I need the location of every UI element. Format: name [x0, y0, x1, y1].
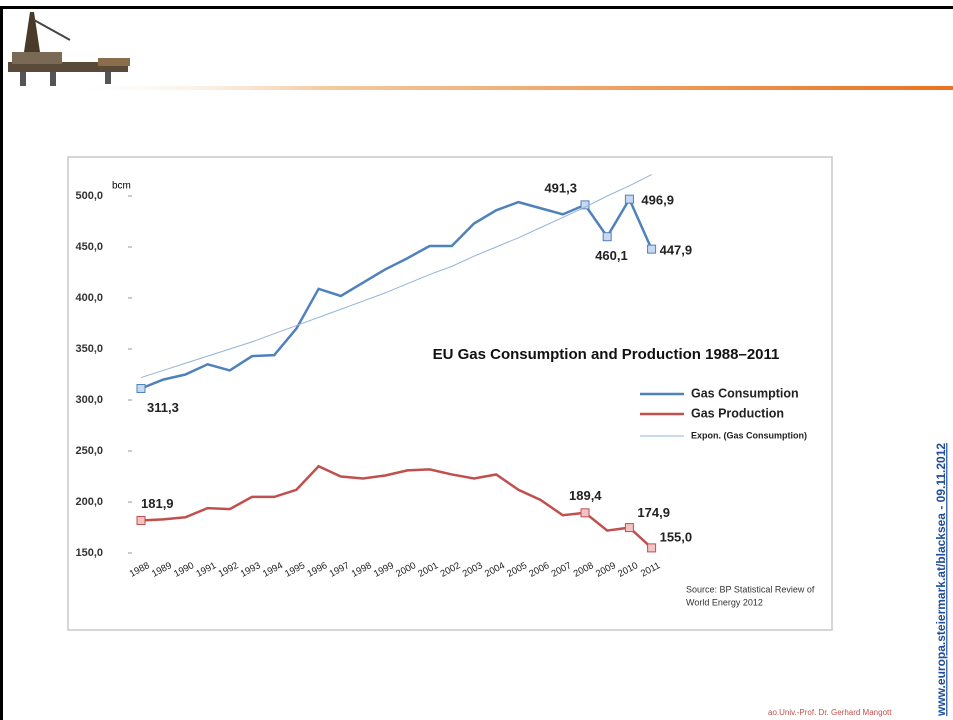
value-label: 496,9	[641, 193, 674, 208]
top-border	[0, 6, 953, 9]
legend-label: Expon. (Gas Consumption)	[691, 430, 807, 440]
value-label: 491,3	[544, 180, 577, 195]
slide: bcm EU Gas Consumption and Production 19…	[0, 0, 953, 720]
left-border	[0, 6, 3, 720]
y-tick-label: 350,0	[75, 343, 103, 355]
y-tick-label: 450,0	[75, 241, 103, 253]
y-tick-label: 300,0	[75, 394, 103, 406]
point-marker	[625, 195, 633, 203]
footer: ao.Univ.-Prof. Dr. Gerhard Mangott	[768, 708, 892, 717]
value-label: 174,9	[637, 505, 670, 520]
point-marker	[625, 524, 633, 532]
point-marker	[648, 245, 656, 253]
point-marker	[648, 544, 656, 552]
value-label: 189,4	[569, 488, 602, 503]
value-label: 155,0	[660, 529, 693, 544]
point-marker	[137, 384, 145, 392]
point-marker	[137, 516, 145, 524]
rig-icon	[8, 12, 130, 86]
chart-title: EU Gas Consumption and Production 1988–2…	[433, 346, 780, 363]
value-label: 181,9	[141, 496, 174, 511]
y-tick-label: 150,0	[75, 547, 103, 559]
y-tick-label: 250,0	[75, 445, 103, 457]
value-label: 447,9	[660, 243, 693, 258]
y-tick-label: 500,0	[75, 190, 103, 202]
y-tick-label: 400,0	[75, 292, 103, 304]
page: bcm EU Gas Consumption and Production 19…	[0, 0, 953, 720]
value-label: 311,3	[147, 400, 179, 415]
y-tick-label: 200,0	[75, 496, 103, 508]
header-line	[60, 86, 953, 90]
source: Source: BP Statistical Review of	[686, 584, 815, 594]
y-axis-label: bcm	[112, 181, 131, 192]
legend-label: Gas Consumption	[691, 386, 799, 400]
point-marker	[603, 233, 611, 241]
side-text: www.europa.steiermark.at/blacksea - 09.1…	[934, 443, 948, 717]
source: World Energy 2012	[686, 597, 763, 607]
point-marker	[581, 509, 589, 517]
legend-label: Gas Production	[691, 406, 784, 420]
value-label: 460,1	[595, 248, 628, 263]
